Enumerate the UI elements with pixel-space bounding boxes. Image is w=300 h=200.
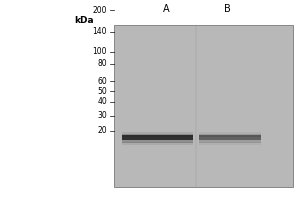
FancyBboxPatch shape [199,132,262,135]
FancyBboxPatch shape [122,135,193,140]
Text: 20: 20 [97,126,107,135]
FancyBboxPatch shape [199,140,262,143]
FancyBboxPatch shape [114,25,293,187]
FancyBboxPatch shape [122,134,193,137]
Text: 30: 30 [97,111,107,120]
FancyBboxPatch shape [122,132,193,135]
FancyBboxPatch shape [199,135,262,140]
Text: kDa: kDa [74,16,94,25]
Text: A: A [163,4,170,14]
Text: 80: 80 [97,59,107,68]
Text: 200: 200 [92,6,107,15]
Text: B: B [224,4,231,14]
Text: 40: 40 [97,97,107,106]
Text: 50: 50 [97,87,107,96]
Text: 60: 60 [97,77,107,86]
FancyBboxPatch shape [122,140,193,143]
FancyBboxPatch shape [122,142,193,145]
Text: 100: 100 [92,47,107,56]
Text: 140: 140 [92,27,107,36]
FancyBboxPatch shape [199,134,262,137]
FancyBboxPatch shape [199,142,262,145]
